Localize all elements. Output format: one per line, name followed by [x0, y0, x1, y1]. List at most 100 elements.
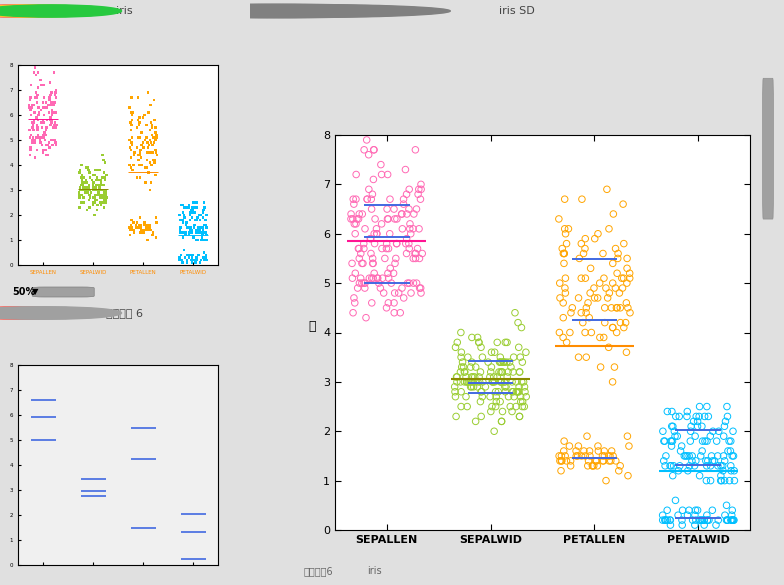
Point: [667, 461, 680, 470]
Point: [597, 274, 610, 283]
Point: [722, 446, 735, 456]
Point: [401, 249, 413, 258]
Point: [557, 259, 570, 268]
Point: [97, 156, 110, 165]
Point: [720, 515, 733, 525]
Point: [462, 353, 474, 362]
Point: [143, 225, 155, 235]
Point: [76, 176, 89, 185]
Point: [140, 223, 153, 232]
Point: [558, 224, 571, 233]
Point: [396, 283, 408, 292]
Point: [689, 505, 702, 515]
Point: [198, 215, 211, 225]
Point: [125, 121, 138, 130]
Point: [723, 436, 735, 446]
Point: [683, 505, 695, 515]
Point: [180, 203, 192, 212]
Point: [468, 372, 481, 381]
Point: [694, 515, 706, 525]
Point: [401, 209, 413, 219]
Point: [494, 357, 506, 367]
Point: [514, 392, 527, 401]
Point: [79, 188, 92, 197]
Point: [197, 213, 209, 222]
Point: [559, 274, 572, 283]
Point: [672, 511, 684, 520]
Point: [656, 511, 669, 520]
Point: [510, 387, 522, 397]
Point: [177, 233, 190, 242]
Point: [42, 100, 55, 109]
Point: [183, 230, 195, 240]
Point: [699, 436, 711, 446]
Point: [28, 118, 41, 127]
Point: [566, 303, 579, 312]
Point: [125, 163, 137, 172]
Point: [33, 133, 45, 142]
Point: [26, 135, 38, 144]
Point: [45, 90, 57, 99]
Point: [33, 133, 45, 142]
Point: [463, 377, 475, 387]
Point: [699, 456, 712, 466]
Point: [28, 138, 41, 147]
Point: [402, 239, 415, 248]
Point: [80, 183, 93, 192]
Point: [490, 392, 503, 401]
Point: [192, 223, 205, 232]
Point: [688, 461, 701, 470]
Point: [387, 269, 400, 278]
Point: [98, 193, 111, 202]
Point: [702, 515, 715, 525]
Point: [556, 456, 568, 466]
Point: [75, 173, 88, 182]
Point: [499, 338, 512, 347]
Point: [503, 357, 516, 367]
Point: [561, 239, 573, 248]
Point: [460, 377, 473, 387]
Point: [671, 432, 684, 441]
Point: [99, 198, 111, 207]
Point: [186, 203, 198, 212]
Point: [581, 432, 593, 441]
Point: [179, 230, 191, 240]
Point: [368, 145, 380, 154]
Point: [597, 456, 610, 466]
Point: [720, 402, 733, 411]
Point: [695, 451, 707, 460]
Point: [676, 515, 688, 525]
Point: [85, 188, 97, 197]
Point: [125, 145, 137, 154]
Point: [142, 88, 154, 97]
Point: [559, 451, 572, 460]
Point: [179, 213, 191, 222]
Point: [197, 208, 209, 217]
Point: [183, 215, 196, 225]
Point: [691, 505, 704, 515]
Point: [125, 118, 137, 127]
Point: [354, 249, 367, 258]
Circle shape: [117, 5, 437, 18]
Point: [91, 180, 103, 190]
Point: [564, 328, 576, 337]
Point: [695, 515, 708, 525]
Point: [347, 274, 359, 283]
Point: [701, 402, 713, 411]
Point: [192, 225, 205, 235]
Point: [489, 387, 502, 397]
Point: [184, 255, 197, 264]
Point: [710, 521, 722, 530]
Point: [196, 235, 209, 245]
Point: [718, 476, 731, 486]
Point: [82, 166, 95, 175]
Point: [185, 228, 198, 237]
Point: [592, 441, 604, 450]
Point: [177, 215, 190, 225]
Point: [665, 436, 677, 446]
Point: [131, 173, 143, 182]
Point: [23, 103, 35, 112]
Point: [698, 515, 710, 525]
Point: [704, 476, 717, 486]
Point: [176, 218, 189, 227]
